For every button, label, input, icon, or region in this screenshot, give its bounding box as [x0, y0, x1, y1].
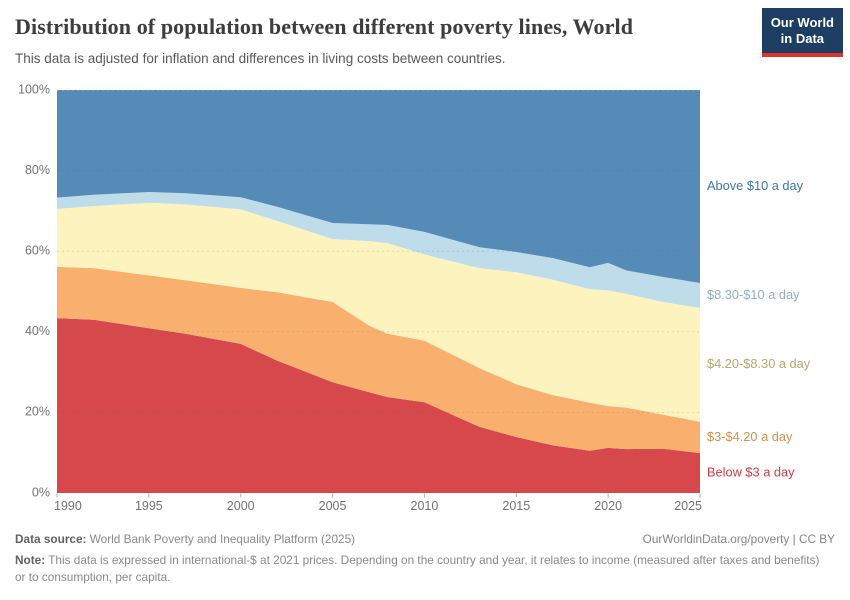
chart-plot-area[interactable] [57, 90, 700, 493]
y-axis-label-60: 60% [25, 243, 50, 257]
x-axis-label-2020: 2020 [594, 499, 622, 513]
x-axis-label-2010: 2010 [411, 499, 439, 513]
data-source-label: Data source: [15, 532, 87, 546]
area-above-10[interactable] [57, 90, 700, 283]
chart-title: Distribution of population between diffe… [15, 14, 634, 39]
y-axis-label-100: 100% [18, 82, 50, 96]
owid-license-link[interactable]: OurWorldinData.org/poverty | CC BY [642, 532, 835, 546]
owid-logo-line2: in Data [780, 31, 825, 47]
chart-subtitle: This data is adjusted for inflation and … [15, 51, 506, 66]
area-below-3[interactable] [57, 318, 700, 493]
area-8-30-to-10[interactable] [57, 192, 700, 308]
y-axis-label-0: 0% [32, 485, 50, 499]
legend-label-8-30-to-10[interactable]: $8.30-$10 a day [707, 287, 800, 302]
x-axis-label-1995: 1995 [135, 499, 163, 513]
x-axis-label-2005: 2005 [319, 499, 347, 513]
owid-logo[interactable]: Our World in Data [761, 8, 843, 57]
legend-label-4-20-to-8-30[interactable]: $4.20-$8.30 a day [707, 356, 811, 371]
data-source-line: Data source: World Bank Poverty and Ineq… [15, 531, 355, 549]
note-label: Note: [15, 552, 46, 567]
x-axis-label-2015: 2015 [502, 499, 530, 513]
x-axis-label-2000: 2000 [227, 499, 255, 513]
legend-label-below-3[interactable]: Below $3 a day [707, 464, 795, 479]
owid-logo-line1: Our World [770, 15, 834, 30]
x-axis-label-1990: 1990 [54, 499, 82, 513]
note-value: This data is expressed in international-… [15, 552, 820, 585]
y-axis-label-80: 80% [25, 163, 50, 177]
chart-footer: Data source: World Bank Poverty and Ineq… [15, 531, 835, 587]
x-axis-label-2025: 2025 [674, 499, 702, 513]
legend-label-3-to-4-20[interactable]: $3-$4.20 a day [707, 429, 793, 444]
note-line: Note: This data is expressed in internat… [15, 552, 823, 587]
area-4-20-to-8-30[interactable] [57, 202, 700, 422]
y-axis-label-20: 20% [25, 405, 50, 419]
legend-label-above-10[interactable]: Above $10 a day [707, 178, 804, 193]
y-axis-label-40: 40% [25, 324, 50, 338]
area-3-to-4-20[interactable] [57, 266, 700, 454]
data-source-value: World Bank Poverty and Inequality Platfo… [86, 532, 356, 546]
